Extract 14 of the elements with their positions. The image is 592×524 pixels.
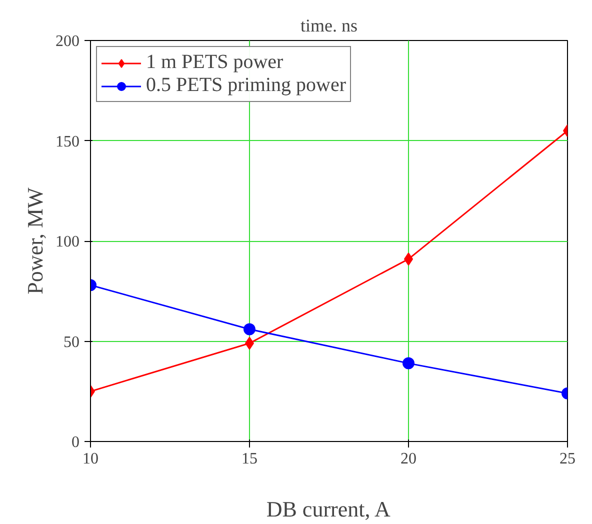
y-tick-label: 0 [72,434,80,451]
x-tick-label: 20 [400,450,416,468]
x-tick-label: 15 [242,450,258,468]
x-tick-label: 25 [560,450,576,468]
y-tick-label: 200 [56,33,80,50]
y-tick-label: 100 [56,234,80,250]
chart-title: time. ns [300,16,358,36]
y-axis-title: Power, MW [22,187,48,294]
x-tick-label: 10 [82,450,98,468]
x-axis-title: DB current, A [266,496,391,522]
legend-label: 0.5 PETS priming power [146,74,346,97]
y-tick-label: 150 [56,133,80,150]
y-tick-label: 50 [64,334,80,351]
legend-label: 1 m PETS power [146,51,284,74]
